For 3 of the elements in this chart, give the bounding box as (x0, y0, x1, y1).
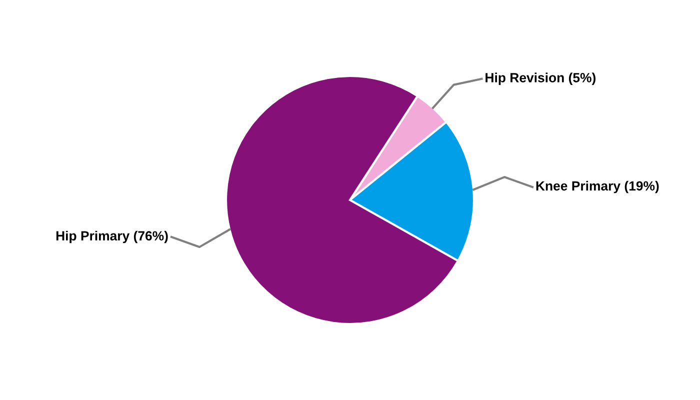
slice-label: Hip Primary (76%) (56, 230, 168, 244)
slice-label: Knee Primary (19%) (536, 180, 659, 194)
slice-label: Hip Revision (5%) (486, 72, 596, 85)
